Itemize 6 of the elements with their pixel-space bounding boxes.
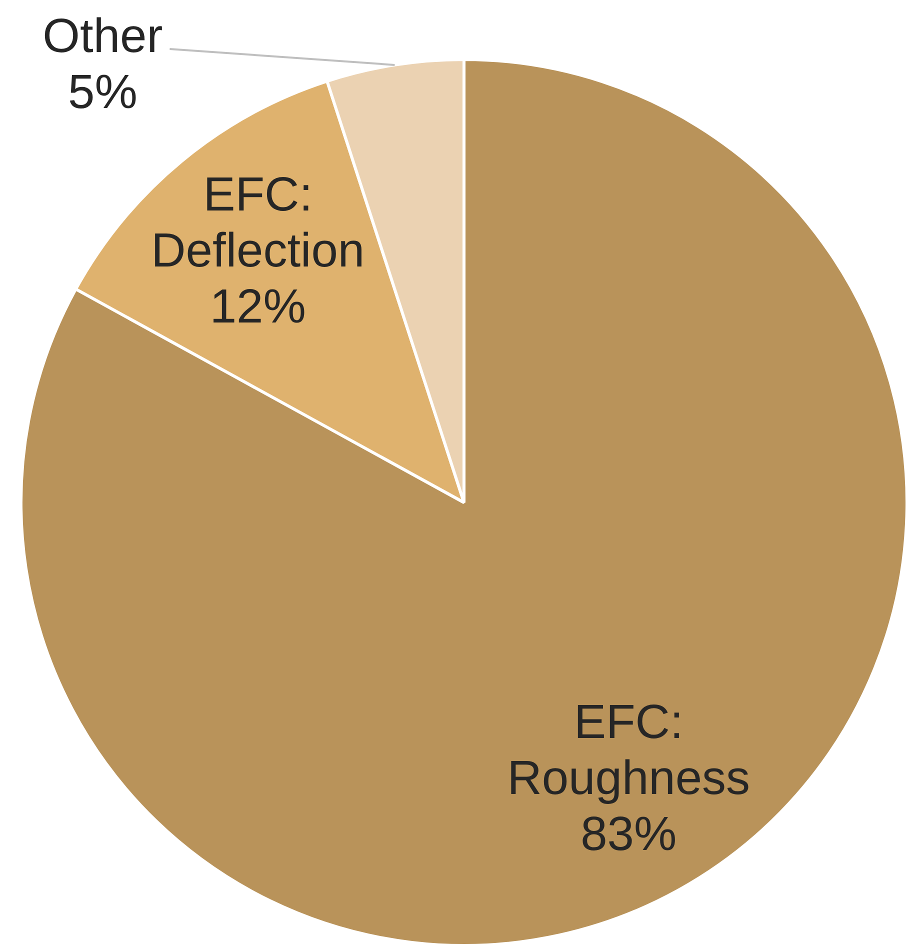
slice-label: EFC: Roughness [507, 696, 750, 806]
data-label: 83% [580, 808, 677, 862]
slice-label: Other [42, 10, 163, 64]
data-label: 5% [68, 66, 138, 120]
slice-label: EFC: Deflection [151, 168, 365, 278]
data-label: 12% [210, 280, 306, 334]
